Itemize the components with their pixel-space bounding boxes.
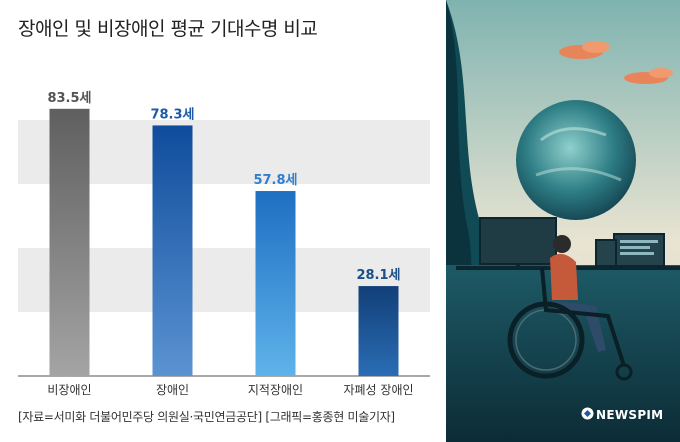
bar-1 <box>49 108 90 377</box>
bar-value-label: 28.1세 <box>356 268 400 283</box>
category-tick-label: 비장애인 <box>47 383 91 397</box>
category-tick-label: 자폐성 장애인 <box>343 383 413 397</box>
category-tick-label: 지적장애인 <box>248 383 303 397</box>
bar-3 <box>255 191 296 376</box>
newspim-logo-icon <box>581 407 594 420</box>
source-caption: [자료=서미화 더불어민주당 의원실·국민연금공단] [그래픽=홍종현 미술기자… <box>18 410 395 424</box>
bar-2 <box>152 125 193 376</box>
bar-4 <box>358 286 399 376</box>
chart-title: 장애인 및 비장애인 평균 기대수명 비교 <box>18 18 318 40</box>
bar-value-label: 57.8세 <box>253 173 297 188</box>
wheelchair-illustration <box>446 0 680 442</box>
bar-value-label: 83.5세 <box>47 91 91 106</box>
category-tick-label: 장애인 <box>156 383 189 397</box>
bar-value-label: 78.3세 <box>150 107 194 122</box>
newspim-logo: NEWSPIM <box>596 408 664 422</box>
